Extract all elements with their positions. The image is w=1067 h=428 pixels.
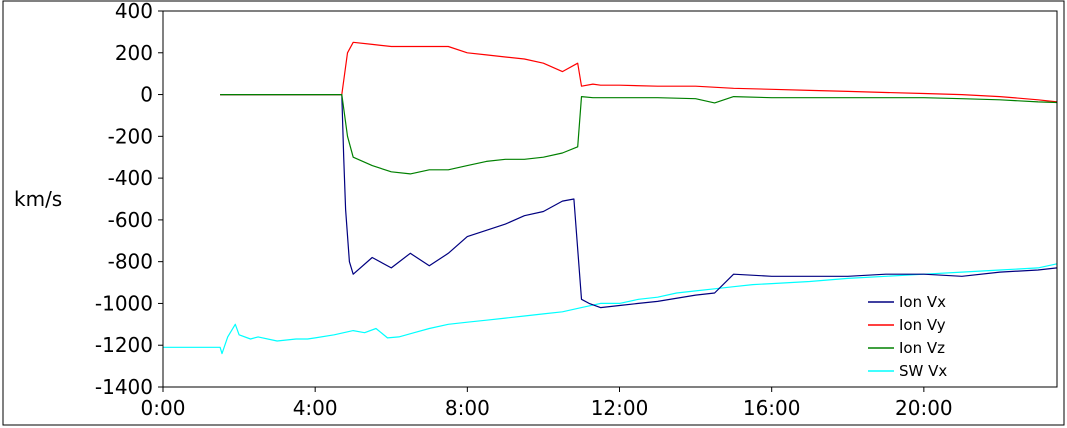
legend-label-sw-vx: SW Vx <box>899 362 947 380</box>
series-line-sw-vx <box>163 263 1058 355</box>
legend-label-ion-vz: Ion Vz <box>899 339 945 357</box>
series-line-ion-vx <box>220 93 1058 309</box>
ticks-layer: 400 200 0 -200 -400 -600 -800 -1000 -1200 -14000:… <box>95 0 953 420</box>
legend: Ion Vx Ion Vy Ion Vz SW Vx <box>868 293 947 380</box>
y-axis-label: km/s <box>14 187 62 211</box>
y-tick-label: -400 <box>108 166 153 190</box>
y-tick-label: -1400 <box>95 375 153 399</box>
y-tick-label: -800 <box>108 250 153 274</box>
series-line-ion-vz <box>220 93 1058 175</box>
x-tick-label: 4:00 <box>293 396 338 420</box>
x-tick-label: 20:00 <box>895 396 953 420</box>
series-line-ion-vy <box>220 41 1058 103</box>
axes-layer <box>162 10 1058 388</box>
legend-label-ion-vx: Ion Vx <box>899 293 946 311</box>
legend-label-ion-vy: Ion Vy <box>899 316 946 334</box>
x-tick-label: 12:00 <box>591 396 649 420</box>
series-layer <box>163 41 1058 355</box>
y-tick-label: 0 <box>140 83 153 107</box>
x-tick-label: 8:00 <box>445 396 490 420</box>
y-tick-label: -200 <box>108 124 153 148</box>
y-tick-label: 200 <box>115 41 153 65</box>
x-tick-label: 0:00 <box>141 396 186 420</box>
y-tick-label: -1000 <box>95 291 153 315</box>
y-tick-label: -600 <box>108 208 153 232</box>
y-tick-label: -1200 <box>95 333 153 357</box>
plot-frame <box>162 10 1058 388</box>
y-tick-label: 400 <box>115 0 153 23</box>
x-tick-label: 16:00 <box>743 396 801 420</box>
